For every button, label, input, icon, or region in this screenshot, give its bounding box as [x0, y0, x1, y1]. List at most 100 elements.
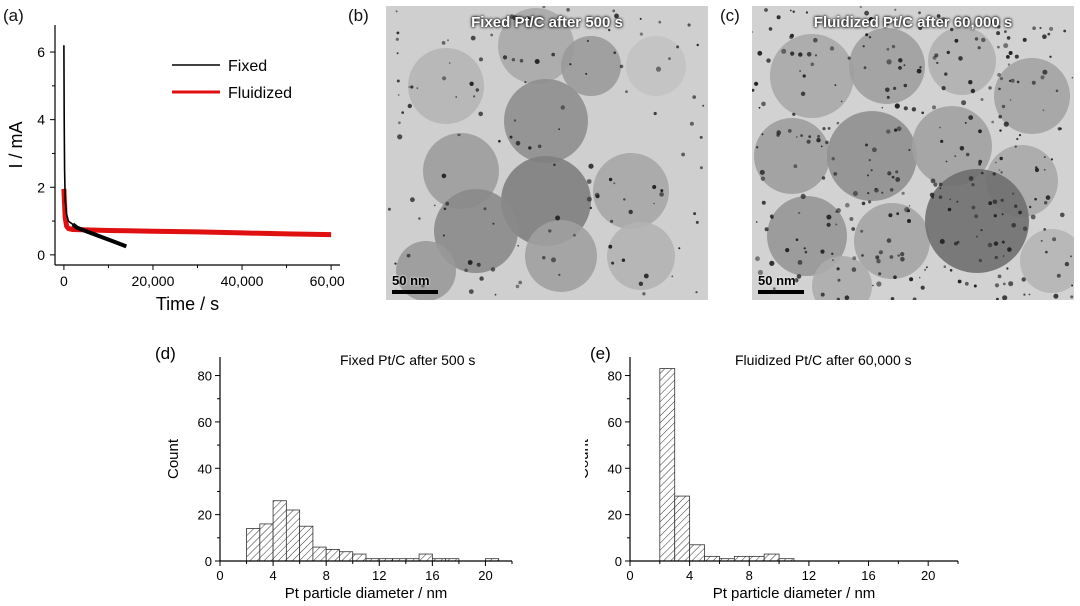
- pt-nanoparticle: [805, 11, 808, 14]
- pt-nanoparticle: [1035, 166, 1038, 169]
- pt-nanoparticle: [1007, 63, 1010, 66]
- tem-micrograph-fixed: [386, 6, 708, 300]
- pt-nanoparticle: [1056, 273, 1061, 278]
- pt-nanoparticle: [978, 129, 982, 134]
- pt-nanoparticle: [1008, 79, 1012, 83]
- pt-nanoparticle: [941, 86, 946, 91]
- pt-nanoparticle: [849, 217, 854, 221]
- y-axis-label: Count: [585, 438, 592, 479]
- x-tick-label: 40,000: [221, 273, 264, 289]
- pt-nanoparticle: [832, 259, 834, 261]
- histogram-annotation: Fluidized Pt/C after 60,000 s: [735, 352, 912, 368]
- pt-nanoparticle: [829, 46, 835, 51]
- y-tick-label: 4: [37, 112, 45, 128]
- histogram-bar: [748, 555, 765, 562]
- carbon-support-particle: [827, 111, 917, 201]
- pt-nanoparticle: [868, 36, 872, 39]
- y-tick-label: 0: [205, 554, 212, 569]
- pt-nanoparticle: [658, 20, 662, 24]
- x-axis-label: Pt particle diameter / nm: [713, 585, 876, 602]
- pt-nanoparticle: [816, 138, 821, 143]
- pt-nanoparticle: [1032, 26, 1036, 31]
- pt-nanoparticle: [958, 56, 963, 61]
- pt-nanoparticle: [991, 120, 995, 124]
- pt-nanoparticle: [800, 91, 806, 97]
- pt-nanoparticle: [968, 80, 973, 85]
- pt-nanoparticle: [996, 31, 1001, 36]
- pt-nanoparticle: [833, 172, 838, 176]
- pt-nanoparticle: [868, 158, 871, 162]
- x-tick-label: 20: [478, 568, 492, 583]
- carbon-support-particle: [593, 153, 669, 229]
- pt-nanoparticle: [868, 17, 874, 22]
- pt-nanoparticle: [396, 52, 399, 55]
- pt-nanoparticle: [950, 27, 954, 32]
- pt-nanoparticle: [519, 58, 524, 63]
- pt-nanoparticle: [971, 183, 975, 187]
- pt-nanoparticle: [861, 201, 866, 206]
- y-tick-label: 60: [198, 415, 212, 430]
- pt-nanoparticle: [878, 250, 883, 255]
- pt-nanoparticle: [997, 45, 1000, 49]
- pt-nanoparticle: [886, 95, 890, 99]
- pt-nanoparticle: [1070, 255, 1072, 258]
- pt-nanoparticle: [473, 95, 476, 98]
- pt-nanoparticle: [836, 267, 840, 271]
- pt-nanoparticle: [996, 25, 1001, 29]
- pt-nanoparticle: [911, 107, 917, 112]
- pt-nanoparticle: [542, 6, 546, 9]
- pt-nanoparticle: [889, 188, 894, 192]
- pt-nanoparticle: [551, 257, 556, 263]
- pt-nanoparticle: [1010, 78, 1015, 83]
- pt-nanoparticle: [660, 189, 664, 193]
- pt-nanoparticle: [396, 79, 400, 83]
- pt-nanoparticle: [847, 56, 851, 60]
- x-tick-label: 16: [861, 568, 875, 583]
- x-tick-label: 0: [60, 273, 68, 289]
- pt-nanoparticle: [998, 169, 1001, 171]
- pt-nanoparticle: [761, 200, 766, 205]
- pt-nanoparticle: [442, 76, 447, 81]
- histogram-bar: [352, 553, 367, 562]
- pt-nanoparticle: [795, 136, 798, 138]
- pt-nanoparticle: [886, 59, 892, 65]
- pt-nanoparticle: [1070, 295, 1074, 299]
- pt-nanoparticle: [876, 259, 881, 264]
- pt-nanoparticle: [943, 265, 947, 269]
- pt-nanoparticle: [803, 247, 806, 250]
- pt-nanoparticle: [528, 146, 532, 150]
- histogram-fluidized: (e) 0 4 8 12 16 20 0 20 40 60 80 Pt particle diamete…: [585, 344, 959, 602]
- panel-letter: (e): [590, 344, 611, 363]
- pt-nanoparticle: [939, 187, 942, 190]
- pt-nanoparticle: [781, 48, 787, 54]
- pt-nanoparticle: [1034, 197, 1037, 201]
- pt-nanoparticle: [954, 38, 959, 43]
- pt-nanoparticle: [518, 280, 523, 285]
- pt-nanoparticle: [836, 297, 840, 300]
- pt-nanoparticle: [1006, 267, 1009, 270]
- pt-nanoparticle: [981, 37, 986, 43]
- pt-nanoparticle: [826, 214, 832, 220]
- carbon-support-particle: [626, 36, 686, 96]
- pt-nanoparticle: [515, 284, 520, 289]
- legend-label-fluidized: Fluidized: [228, 85, 292, 102]
- pt-nanoparticle: [387, 207, 391, 211]
- pt-nanoparticle: [1014, 145, 1017, 148]
- pt-nanoparticle: [894, 8, 897, 11]
- pt-nanoparticle: [1018, 210, 1022, 215]
- pt-nanoparticle: [476, 262, 481, 267]
- pt-nanoparticle: [464, 268, 468, 273]
- pt-nanoparticle: [954, 155, 957, 158]
- pt-nanoparticle: [511, 58, 516, 62]
- pt-nanoparticle: [1071, 284, 1074, 287]
- histogram-bar: [285, 509, 301, 562]
- pt-nanoparticle: [421, 283, 425, 288]
- pt-nanoparticle: [1008, 281, 1014, 287]
- pt-nanoparticle: [886, 22, 890, 26]
- pt-nanoparticle: [863, 66, 867, 70]
- pt-nanoparticle: [1055, 89, 1059, 93]
- histogram-bar: [339, 551, 354, 562]
- pt-nanoparticle: [397, 134, 403, 140]
- series-line-fixed: [63, 45, 127, 248]
